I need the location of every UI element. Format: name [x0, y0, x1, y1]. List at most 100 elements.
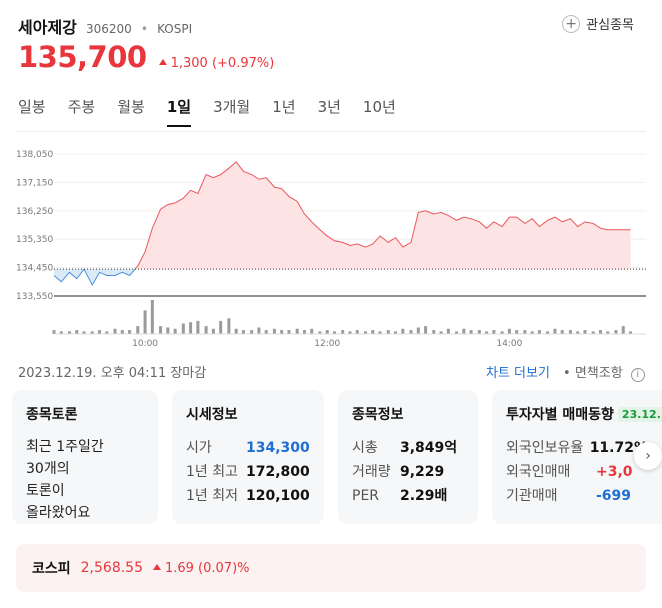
- volume-bar: [507, 328, 511, 334]
- investor-row: 외국인보유율 11.72%: [506, 436, 648, 460]
- volume-bar: [363, 331, 367, 334]
- volume-bar: [515, 330, 519, 334]
- change-percent: (+0.97%): [211, 56, 275, 71]
- favorite-label: 관심종목: [586, 18, 634, 33]
- volume-bar: [424, 326, 428, 334]
- volume-bar: [166, 327, 170, 334]
- separator-dot: •: [140, 22, 148, 36]
- volume-bar: [371, 330, 375, 334]
- discussion-line: 30개의: [26, 461, 70, 477]
- y-tick-label: 138,050: [16, 150, 53, 160]
- volume-bar: [386, 330, 390, 334]
- index-change: 1.69 (0.07)%: [152, 561, 250, 576]
- disclaimer[interactable]: • 면책조항 i: [563, 362, 645, 382]
- discussion-card[interactable]: 종목토론 최근 1주일간 30개의 토론이 올라왔어요: [12, 390, 158, 524]
- volume-bar: [136, 326, 140, 334]
- volume-bar: [409, 330, 413, 334]
- volume-bar: [469, 330, 473, 334]
- add-favorite-button[interactable]: + 관심종목: [562, 14, 634, 33]
- card-title: 시세정보: [186, 407, 238, 423]
- info-value: 9,229: [400, 464, 445, 480]
- volume-bar: [621, 326, 625, 334]
- current-price: 135,700: [18, 40, 147, 74]
- tab-weekly[interactable]: 주봉: [67, 98, 96, 116]
- card-title: 투자자별 매매동향 23.12.: [506, 404, 662, 424]
- volume-bar: [105, 331, 109, 334]
- quote-row: 1년 최고 172,800: [186, 460, 310, 484]
- volume-bar: [462, 328, 466, 334]
- volume-bar: [181, 323, 185, 334]
- volume-bar: [234, 328, 238, 334]
- volume-bar: [90, 331, 94, 334]
- quote-card[interactable]: 시세정보 시가 134,300 1년 최고 172,800 1년 최저 120,100: [172, 390, 324, 524]
- volume-bar: [446, 328, 450, 334]
- quote-row: 1년 최저 120,100: [186, 484, 310, 508]
- y-tick-label: 133,550: [16, 292, 53, 302]
- volume-bar: [492, 330, 496, 334]
- volume-bar: [553, 328, 557, 334]
- volume-bar: [583, 330, 587, 334]
- stock-header: 세아제강 306200 • KOSPI + 관심종목: [18, 14, 648, 38]
- investor-key: 외국인매매: [506, 464, 571, 480]
- tab-1day[interactable]: 1일: [166, 96, 192, 127]
- up-arrow-icon: [152, 563, 161, 570]
- volume-bar: [120, 330, 124, 334]
- card-title: 종목토론: [26, 407, 78, 423]
- info-icon: i: [630, 368, 645, 382]
- investor-value: +3,0: [596, 464, 633, 480]
- chart-timestamp: 2023.12.19. 오후 04:11 장마감: [18, 366, 207, 381]
- volume-bar: [287, 330, 291, 334]
- chart-more-link[interactable]: 차트 더보기: [486, 366, 550, 381]
- volume-bar: [355, 330, 359, 334]
- volume-bar: [227, 318, 231, 334]
- volume-bar: [477, 330, 481, 334]
- x-tick-label: 12:00: [314, 339, 340, 349]
- tab-10year[interactable]: 10년: [362, 98, 396, 116]
- tab-3month[interactable]: 3개월: [213, 98, 251, 116]
- quote-value: 172,800: [246, 464, 310, 480]
- y-tick-label: 135,350: [16, 235, 53, 245]
- index-bar[interactable]: 코스피 2,568.55 1.69 (0.07)%: [16, 544, 646, 592]
- volume-bar: [204, 326, 208, 334]
- quote-value: 134,300: [246, 440, 310, 456]
- volume-bar: [264, 330, 268, 334]
- volume-bar: [98, 330, 102, 334]
- info-row: 시총 3,849억: [352, 436, 464, 460]
- index-name: 코스피: [32, 561, 71, 577]
- volume-bar: [67, 331, 71, 334]
- volume-bar: [128, 330, 132, 334]
- tab-3year[interactable]: 3년: [317, 98, 341, 116]
- price-row: 135,700 1,300 (+0.97%): [18, 40, 274, 74]
- quote-key: 1년 최고: [186, 464, 238, 480]
- volume-bar: [439, 331, 443, 334]
- price-line-up: [83, 161, 631, 270]
- volume-bar: [500, 331, 504, 334]
- investor-value: -699: [596, 488, 632, 504]
- info-card[interactable]: 종목정보 시총 3,849억 거래량 9,229 PER 2.29배: [338, 390, 478, 524]
- volume-bar: [143, 310, 147, 334]
- discussion-line: 올라왔어요: [26, 505, 91, 521]
- volume-bar: [378, 331, 382, 334]
- volume-bar: [568, 330, 572, 334]
- volume-bar: [113, 328, 117, 334]
- volume-bar: [341, 330, 345, 334]
- tab-1year[interactable]: 1년: [272, 98, 296, 116]
- volume-bar: [310, 328, 314, 334]
- discussion-line: 최근 1주일간: [26, 439, 104, 455]
- up-arrow-icon: [158, 59, 167, 65]
- volume-bar: [211, 328, 215, 334]
- chevron-right-icon[interactable]: ›: [634, 442, 662, 470]
- investor-card[interactable]: 투자자별 매매동향 23.12. 외국인보유율 11.72% 외국인매매 +3,0 기…: [492, 390, 662, 524]
- volume-bar: [272, 328, 276, 334]
- tab-daily[interactable]: 일봉: [18, 98, 46, 116]
- intraday-chart[interactable]: 138,050 137,150 136,250 135,350 134,450 133,5…: [14, 140, 648, 350]
- volume-bar: [432, 330, 436, 334]
- info-key: PER: [352, 488, 380, 504]
- info-key: 시총: [352, 440, 378, 456]
- volume-bar: [629, 331, 633, 334]
- volume-bar: [159, 326, 163, 334]
- volume-bar: [333, 331, 337, 334]
- card-title: 종목정보: [352, 407, 404, 423]
- tab-monthly[interactable]: 월봉: [117, 98, 145, 116]
- info-row: PER 2.29배: [352, 484, 464, 508]
